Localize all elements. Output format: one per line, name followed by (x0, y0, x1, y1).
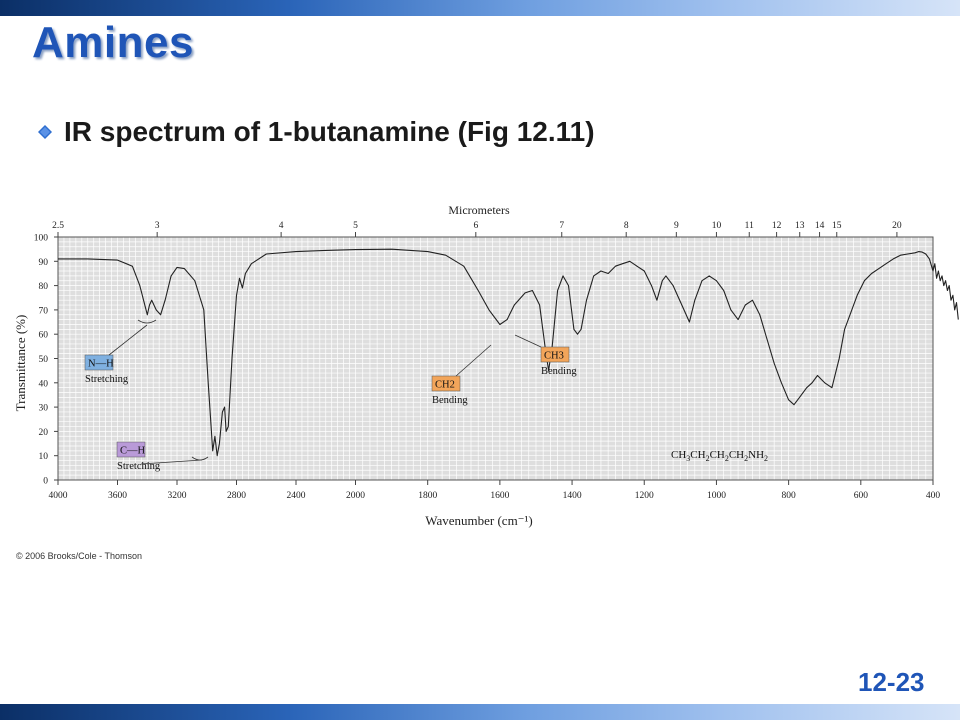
y-tick-label: 60 (39, 331, 49, 341)
bottom-decor-band (0, 704, 960, 720)
top-tick-label: 4 (279, 221, 284, 231)
y-tick-label: 30 (39, 404, 49, 414)
annotation-box (116, 441, 146, 458)
annotation-box (84, 354, 114, 371)
y-axis-label: Transmittance (%) (13, 315, 28, 412)
y-tick-label: 0 (43, 477, 48, 487)
x-tick-label: 800 (782, 491, 797, 501)
annotation-bracket (191, 456, 209, 461)
x-tick-label: 1800 (418, 491, 437, 501)
top-tick-label: 8 (624, 221, 629, 231)
ir-spectrum-chart: 4000 3600 3200 2800 2400 2000 1800 1600 1400 1200… (13, 203, 959, 528)
chart-ticks: 4000 3600 3200 2800 2400 2000 1800 1600 1400 1200… (34, 221, 941, 501)
slide-page-number: 12-23 (858, 667, 925, 697)
top-tick-label: 15 (832, 221, 842, 231)
top-tick-label: 13 (795, 221, 805, 231)
annotation-group-label: CH3 (544, 351, 564, 362)
annotation-group-label: CH2 (435, 380, 455, 391)
annotation-arrow (455, 344, 492, 377)
top-tick-label: 12 (772, 221, 782, 231)
annotation-group: N—H Stretching C—H Stretching CH2 Bending CH3 B… (84, 319, 577, 472)
diamond-bullet-icon (38, 125, 52, 139)
annotation-bracket (137, 319, 157, 324)
x-tick-label: 3200 (168, 491, 187, 501)
annotation-type-label: Bending (432, 395, 468, 406)
top-tick-label: 7 (559, 221, 564, 231)
annotation-ch-stretching: C—H Stretching (116, 441, 209, 472)
y-tick-label: 80 (39, 282, 49, 292)
y-tick-label: 10 (39, 452, 49, 462)
spectrum-line-group (58, 248, 959, 457)
y-tick-label: 70 (39, 306, 49, 316)
formula-text: CH3CH2CH2CH2NH2 (671, 449, 768, 463)
annotation-nh-stretching: N—H Stretching (84, 319, 157, 385)
x-tick-label: 3600 (108, 491, 127, 501)
top-tick-label: 2.5 (52, 221, 64, 231)
top-decor-band (0, 0, 960, 16)
bullet-item: IR spectrum of 1-butanamine (Fig 12.11) (38, 116, 595, 148)
x-tick-label: 2800 (227, 491, 246, 501)
x-axis-label: Wavenumber (cm⁻¹) (425, 513, 533, 528)
x-tick-label: 1600 (490, 491, 509, 501)
top-tick-label: 11 (745, 221, 754, 231)
annotation-group-label: N—H (88, 359, 114, 370)
annotation-arrow (140, 459, 203, 465)
y-tick-label: 90 (39, 258, 49, 268)
y-tick-label: 50 (39, 355, 49, 365)
annotation-arrow (514, 334, 542, 348)
top-tick-label: 3 (155, 221, 160, 231)
annotation-group-label: C—H (120, 446, 146, 457)
y-tick-label: 20 (39, 428, 49, 438)
annotation-type-label: Stretching (85, 374, 129, 385)
x-tick-label: 2000 (346, 491, 365, 501)
bullet-text: IR spectrum of 1-butanamine (Fig 12.11) (64, 116, 595, 147)
copyright-notice: © 2006 Brooks/Cole - Thomson (16, 551, 143, 561)
annotation-box (431, 375, 461, 392)
top-tick-label: 5 (353, 221, 358, 231)
annotation-box (540, 346, 570, 363)
top-axis-label: Micrometers (448, 203, 510, 217)
top-tick-label: 14 (815, 221, 825, 231)
molecule-formula: CH3CH2CH2CH2NH2 (671, 449, 768, 463)
y-tick-label: 40 (39, 379, 49, 389)
top-tick-label: 10 (712, 221, 722, 231)
x-tick-label: 400 (926, 491, 941, 501)
x-tick-label: 1000 (707, 491, 726, 501)
annotation-type-label: Stretching (117, 461, 161, 472)
slide-title: Amines (32, 18, 194, 67)
spectrum-line (58, 248, 959, 457)
annotation-type-label: Bending (541, 366, 577, 377)
annotation-arrow (108, 324, 148, 356)
x-tick-label: 2400 (287, 491, 306, 501)
x-tick-label: 1400 (563, 491, 582, 501)
top-tick-label: 20 (892, 221, 902, 231)
x-tick-label: 4000 (49, 491, 68, 501)
x-tick-label: 1200 (635, 491, 654, 501)
annotation-ch3-bending: CH3 Bending (514, 334, 577, 377)
annotation-ch2-bending: CH2 Bending (431, 344, 492, 406)
top-tick-label: 6 (473, 221, 478, 231)
y-tick-label: 100 (34, 234, 49, 244)
x-tick-label: 600 (854, 491, 869, 501)
top-tick-label: 9 (674, 221, 679, 231)
